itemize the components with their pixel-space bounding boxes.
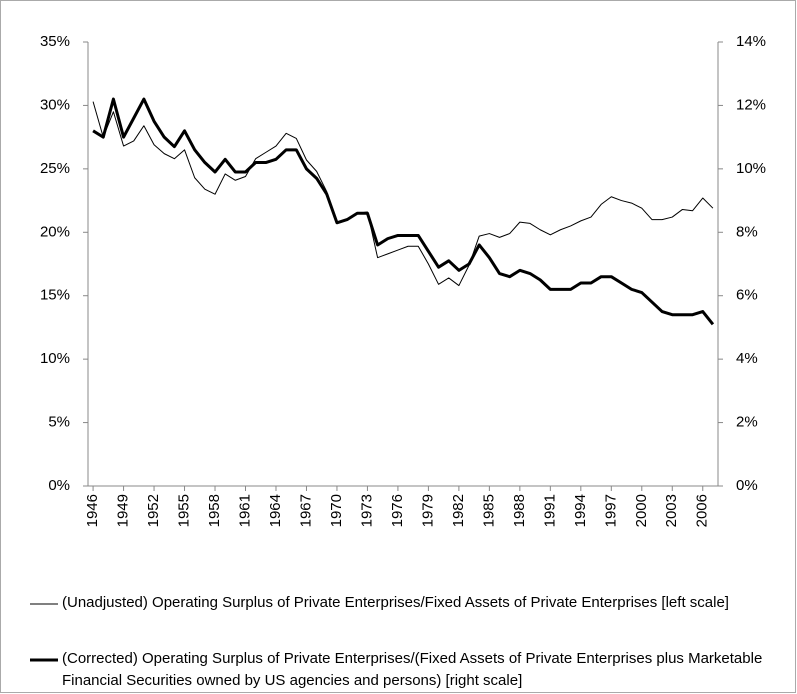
legend-label: (Corrected) Operating Surplus of Private… [62,650,763,689]
y2-tick-label: 14% [736,33,766,50]
x-tick-label: 2003 [663,494,680,527]
x-tick-label: 1958 [206,494,223,527]
series-line [92,97,715,326]
x-tick-label: 1973 [358,494,375,527]
y2-tick-label: 4% [736,350,758,367]
y-tick-label: 10% [40,350,70,367]
x-tick-label: 1979 [419,494,436,527]
x-tick-label: 1988 [511,494,528,527]
y2-tick-label: 6% [736,287,758,304]
legend-label: (Unadjusted) Operating Surplus of Privat… [62,594,729,611]
x-tick-label: 1970 [328,494,345,527]
y2-tick-label: 0% [736,477,758,494]
x-tick-label: 1949 [115,494,132,527]
y-tick-label: 0% [48,477,70,494]
y-tick-label: 35% [40,33,70,50]
y-tick-label: 25% [40,160,70,177]
x-tick-label: 1964 [267,494,284,527]
y2-tick-label: 10% [736,160,766,177]
y-tick-label: 15% [40,287,70,304]
y-tick-label: 30% [40,96,70,113]
x-tick-label: 1991 [541,494,558,527]
x-tick-label: 1955 [176,494,193,527]
y-tick-label: 5% [48,414,70,431]
y-tick-label: 20% [40,223,70,240]
x-tick-label: 1961 [236,494,253,527]
y2-tick-label: 8% [736,223,758,240]
x-tick-label: 1967 [297,494,314,527]
x-tick-label: 1982 [450,494,467,527]
y2-tick-label: 2% [736,414,758,431]
x-tick-label: 1985 [480,494,497,527]
series-line [92,101,714,287]
x-tick-label: 2006 [694,494,711,527]
x-tick-label: 1952 [145,494,162,527]
y2-tick-label: 12% [736,96,766,113]
x-tick-label: 1997 [602,494,619,527]
x-tick-label: 1946 [84,494,101,527]
x-tick-label: 1994 [572,494,589,527]
x-tick-label: 2000 [633,494,650,527]
x-tick-label: 1976 [389,494,406,527]
